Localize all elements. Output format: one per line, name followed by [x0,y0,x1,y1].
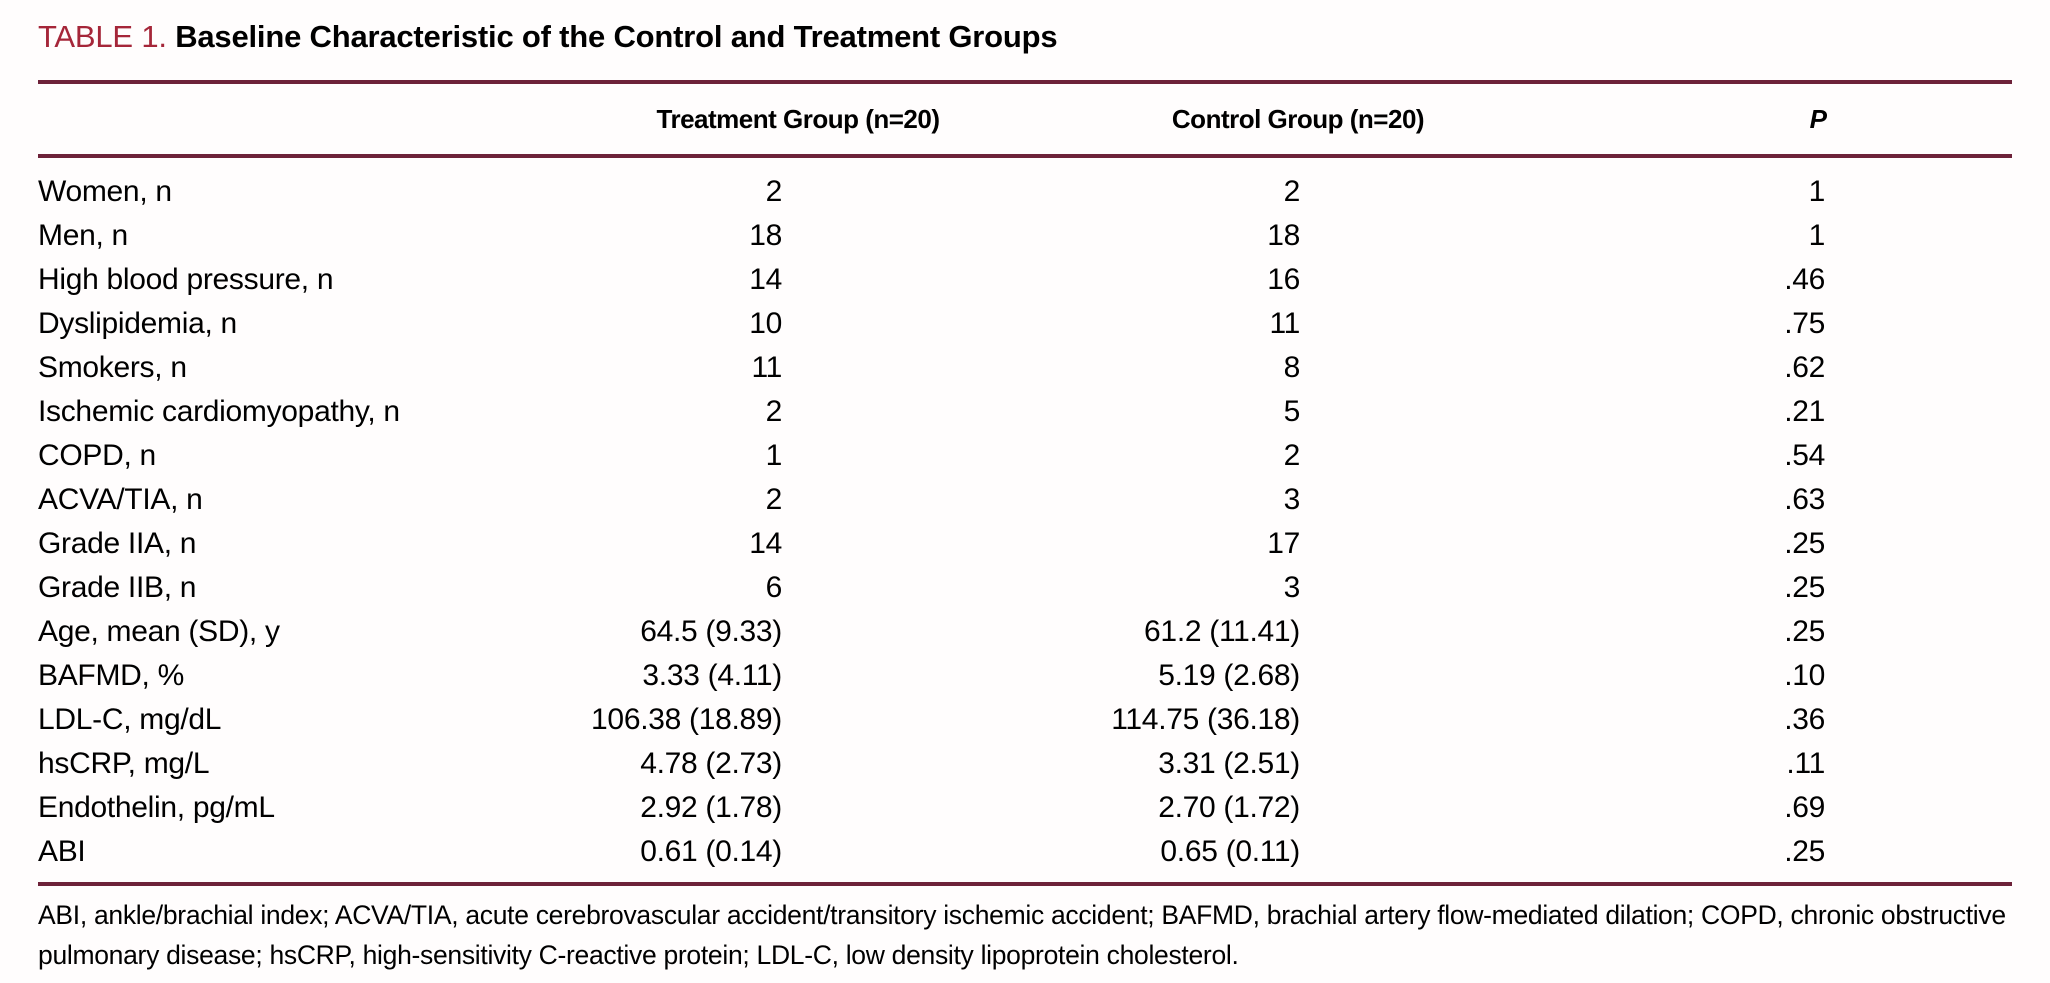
table-header-row: Treatment Group (n=20) Control Group (n=… [38,82,2012,158]
table-row: ACVA/TIA, n 2 3 .63 [38,478,2012,522]
row-label: Men, n [38,219,128,252]
table-footnote: ABI, ankle/brachial index; ACVA/TIA, acu… [38,900,2006,970]
table-row: High blood pressure, n 14 16 .46 [38,258,2012,302]
control-value: 114.75 (36.18) [1111,703,1300,736]
p-value: .54 [1784,439,1825,472]
treatment-value: 2 [765,175,783,208]
p-value: .25 [1784,571,1825,604]
p-value: .63 [1784,483,1825,516]
control-value: 5.19 (2.68) [1158,659,1300,692]
p-value: .62 [1784,351,1825,384]
treatment-value: 14 [749,527,782,560]
column-header-p-value: P [1558,82,2012,158]
p-value: .25 [1784,835,1825,868]
table-row: ABI 0.61 (0.14) 0.65 (0.11) .25 [38,830,2012,884]
row-label: Grade IIA, n [38,527,197,560]
column-header-characteristic [38,82,558,158]
control-value: 18 [1267,219,1300,252]
row-label: Grade IIB, n [38,571,197,604]
control-value: 11 [1269,307,1300,340]
table-row: hsCRP, mg/L 4.78 (2.73) 3.31 (2.51) .11 [38,742,2012,786]
row-label: Age, mean (SD), y [38,615,280,648]
p-value: .21 [1784,395,1825,428]
treatment-value: 2 [765,395,783,428]
p-value: .36 [1784,703,1825,736]
row-label: Smokers, n [38,351,187,384]
table-row: LDL-C, mg/dL 106.38 (18.89) 114.75 (36.1… [38,698,2012,742]
table-row: Dyslipidemia, n 10 11 .75 [38,302,2012,346]
control-value: 8 [1283,351,1301,384]
p-value: 1 [1808,175,1826,208]
p-value: .25 [1784,527,1825,560]
table-row: COPD, n 1 2 .54 [38,434,2012,478]
treatment-value: 106.38 (18.89) [591,703,782,736]
row-label: High blood pressure, n [38,263,334,296]
control-value: 3 [1283,571,1301,604]
control-value: 2 [1283,175,1301,208]
p-value: .75 [1784,307,1825,340]
row-label: ACVA/TIA, n [38,483,203,516]
table-title-text: Baseline Characteristic of the Control a… [175,19,1058,54]
treatment-value: 6 [765,571,783,604]
control-value: 5 [1283,395,1301,428]
table-row: Women, n 2 2 1 [38,156,2012,214]
table-row: Grade IIB, n 6 3 .25 [38,566,2012,610]
control-value: 3.31 (2.51) [1158,747,1300,780]
table-row: Men, n 18 18 1 [38,214,2012,258]
treatment-value: 0.61 (0.14) [640,835,782,868]
control-value: 2 [1283,439,1301,472]
treatment-value: 14 [749,263,782,296]
control-value: 16 [1267,263,1300,296]
p-value: .10 [1784,659,1825,692]
p-value: 1 [1808,219,1826,252]
control-value: 0.65 (0.11) [1160,835,1300,868]
row-label: Endothelin, pg/mL [38,791,275,824]
row-label: Women, n [38,175,172,208]
control-value: 17 [1267,527,1300,560]
treatment-value: 18 [749,219,782,252]
table-row: Endothelin, pg/mL 2.92 (1.78) 2.70 (1.72… [38,786,2012,830]
control-value: 2.70 (1.72) [1158,791,1300,824]
baseline-characteristics-table: Treatment Group (n=20) Control Group (n=… [38,80,2012,886]
table-row: Age, mean (SD), y 64.5 (9.33) 61.2 (11.4… [38,610,2012,654]
table-title: TABLE 1. Baseline Characteristic of the … [38,18,2012,56]
row-label: hsCRP, mg/L [38,747,210,780]
column-header-control-group: Control Group (n=20) [1038,82,1558,158]
p-value: .25 [1784,615,1825,648]
control-value: 61.2 (11.41) [1144,615,1300,648]
treatment-value: 1 [765,439,783,472]
row-label: Ischemic cardiomyopathy, n [38,395,400,428]
row-label: Dyslipidemia, n [38,307,237,340]
row-label: LDL-C, mg/dL [38,703,222,736]
treatment-value: 3.33 (4.11) [642,659,782,692]
treatment-value: 11 [751,351,782,384]
p-value: .69 [1784,791,1825,824]
treatment-value: 2 [765,483,783,516]
row-label: COPD, n [38,439,156,472]
table-row: Ischemic cardiomyopathy, n 2 5 .21 [38,390,2012,434]
column-header-treatment-group: Treatment Group (n=20) [558,82,1038,158]
control-value: 3 [1283,483,1301,516]
table-row: Smokers, n 11 8 .62 [38,346,2012,390]
row-label: BAFMD, % [38,659,184,692]
treatment-value: 2.92 (1.78) [640,791,782,824]
table-row: Grade IIA, n 14 17 .25 [38,522,2012,566]
treatment-value: 4.78 (2.73) [640,747,782,780]
treatment-value: 10 [749,307,782,340]
p-value: .46 [1784,263,1825,296]
treatment-value: 64.5 (9.33) [640,615,782,648]
row-label: ABI [38,835,86,868]
table-row: BAFMD, % 3.33 (4.11) 5.19 (2.68) .10 [38,654,2012,698]
table-number-label: TABLE 1. [38,19,167,54]
p-value: .11 [1786,747,1825,780]
